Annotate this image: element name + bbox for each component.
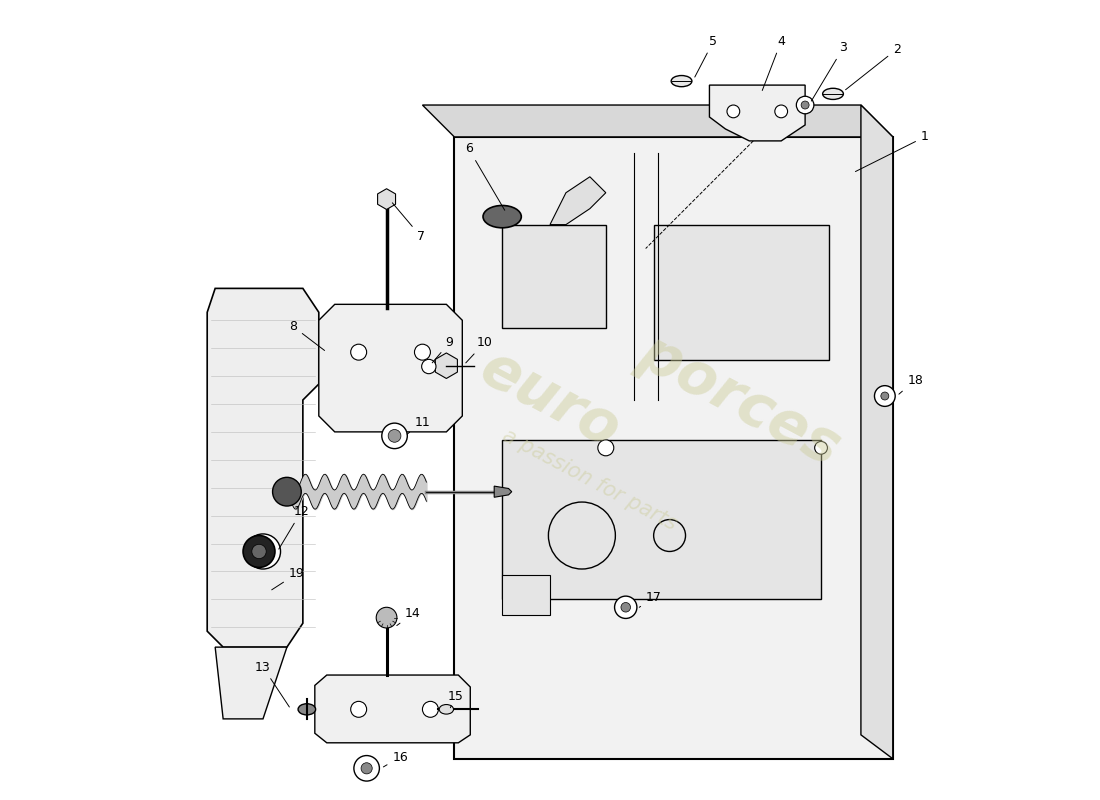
Circle shape bbox=[422, 702, 439, 718]
Polygon shape bbox=[315, 675, 471, 743]
Polygon shape bbox=[710, 85, 805, 141]
Text: 15: 15 bbox=[448, 690, 464, 708]
Ellipse shape bbox=[298, 704, 316, 715]
Text: porces: porces bbox=[629, 323, 850, 477]
Bar bbox=[503, 575, 550, 615]
Text: 4: 4 bbox=[762, 34, 785, 90]
Polygon shape bbox=[454, 137, 893, 758]
Text: 9: 9 bbox=[432, 336, 453, 363]
Ellipse shape bbox=[439, 705, 453, 714]
Ellipse shape bbox=[483, 206, 521, 228]
Ellipse shape bbox=[671, 75, 692, 86]
Circle shape bbox=[796, 96, 814, 114]
Circle shape bbox=[615, 596, 637, 618]
Circle shape bbox=[351, 344, 366, 360]
Text: 13: 13 bbox=[255, 661, 289, 707]
Polygon shape bbox=[550, 177, 606, 225]
Circle shape bbox=[388, 430, 400, 442]
Polygon shape bbox=[494, 486, 512, 498]
Bar bbox=[653, 225, 829, 360]
Circle shape bbox=[273, 478, 301, 506]
Circle shape bbox=[597, 440, 614, 456]
Circle shape bbox=[415, 344, 430, 360]
Circle shape bbox=[351, 702, 366, 718]
Circle shape bbox=[621, 602, 630, 612]
Circle shape bbox=[874, 386, 895, 406]
Circle shape bbox=[354, 755, 379, 781]
Circle shape bbox=[727, 105, 739, 118]
Circle shape bbox=[653, 519, 685, 551]
Circle shape bbox=[421, 359, 436, 374]
Text: 6: 6 bbox=[464, 142, 505, 210]
Polygon shape bbox=[207, 288, 319, 647]
Bar bbox=[503, 440, 821, 599]
Circle shape bbox=[361, 762, 372, 774]
Text: 3: 3 bbox=[812, 41, 847, 101]
Text: 10: 10 bbox=[465, 336, 493, 363]
Circle shape bbox=[549, 502, 615, 569]
Polygon shape bbox=[422, 105, 893, 137]
Text: 18: 18 bbox=[899, 374, 923, 394]
Text: 8: 8 bbox=[289, 320, 324, 350]
Text: 19: 19 bbox=[272, 567, 305, 590]
Polygon shape bbox=[216, 647, 287, 719]
Text: a passion for parts: a passion for parts bbox=[499, 426, 681, 534]
Bar bbox=[503, 225, 606, 328]
Text: 14: 14 bbox=[397, 607, 421, 626]
Circle shape bbox=[243, 535, 275, 567]
Polygon shape bbox=[861, 105, 893, 758]
Polygon shape bbox=[377, 189, 396, 210]
Text: 12: 12 bbox=[278, 505, 309, 549]
Text: 1: 1 bbox=[856, 130, 928, 171]
Text: 16: 16 bbox=[384, 750, 408, 767]
Circle shape bbox=[252, 544, 266, 558]
Circle shape bbox=[801, 101, 810, 109]
Text: euro: euro bbox=[471, 340, 629, 460]
Text: 2: 2 bbox=[846, 42, 901, 90]
Circle shape bbox=[245, 534, 280, 569]
Circle shape bbox=[382, 423, 407, 449]
Text: 5: 5 bbox=[695, 34, 717, 77]
Polygon shape bbox=[436, 353, 458, 378]
Circle shape bbox=[815, 442, 827, 454]
Text: 11: 11 bbox=[407, 416, 430, 434]
Circle shape bbox=[881, 392, 889, 400]
Circle shape bbox=[774, 105, 788, 118]
Polygon shape bbox=[319, 304, 462, 432]
Circle shape bbox=[376, 607, 397, 628]
Ellipse shape bbox=[823, 88, 844, 99]
Text: 7: 7 bbox=[393, 203, 425, 243]
Text: 17: 17 bbox=[639, 591, 661, 607]
